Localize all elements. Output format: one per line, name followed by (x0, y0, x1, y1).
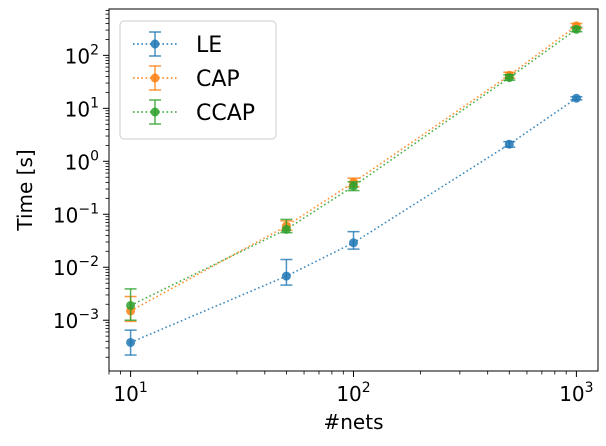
series-ccap (124, 24, 583, 321)
x-tick-label: 102 (336, 380, 370, 406)
data-point (281, 271, 291, 281)
data-point (126, 337, 136, 347)
data-point (504, 73, 514, 83)
x-axis-label: #nets (324, 410, 384, 434)
legend: LE CAP CCAP (119, 20, 277, 140)
data-point (126, 300, 136, 310)
data-point (349, 181, 358, 191)
data-point (504, 139, 514, 149)
data-point (349, 238, 358, 248)
legend-box (119, 20, 277, 140)
y-axis-label: Time [s] (13, 149, 37, 231)
x-tick-label: 101 (113, 380, 147, 406)
y-tick-label: 101 (65, 95, 99, 121)
legend-label: CCAP (196, 101, 255, 126)
data-point (571, 93, 581, 103)
legend-item-cap: CAP (133, 65, 240, 92)
legend-marker (150, 39, 160, 49)
legend-label: LE (196, 33, 222, 58)
legend-label: CAP (196, 67, 240, 92)
plot-content (124, 21, 583, 356)
y-tick-label: 100 (65, 148, 99, 174)
legend-marker (150, 107, 160, 117)
data-point (281, 224, 291, 234)
legend-marker (150, 73, 160, 83)
legend-item-ccap: CCAP (133, 99, 255, 126)
y-tick-label: 10−2 (53, 254, 99, 280)
y-tick-label: 10−1 (53, 201, 99, 227)
legend-item-le: LE (133, 31, 222, 58)
x-axis: 101 102 103 (108, 371, 594, 406)
y-tick-label: 102 (65, 42, 99, 68)
x-tick-label: 103 (559, 380, 593, 406)
series-le (124, 93, 583, 356)
y-tick-label: 10−3 (53, 307, 99, 333)
data-point (571, 24, 581, 34)
y-axis: 10−3 10−2 10−1 100 101 102 (53, 10, 109, 358)
